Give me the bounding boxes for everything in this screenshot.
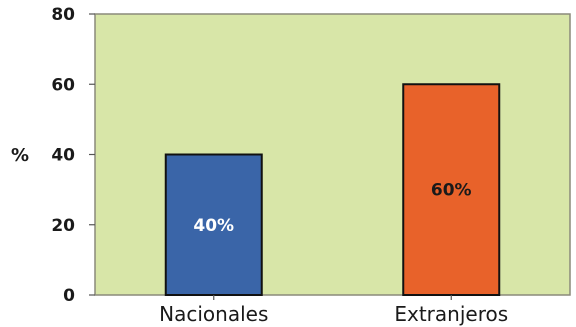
y-axis-label: % — [11, 145, 29, 166]
y-tick-label: 20 — [51, 216, 75, 236]
y-tick-label: 60 — [51, 75, 75, 95]
y-tick-label: 0 — [63, 286, 75, 306]
x-category-label: Extranjeros — [394, 302, 508, 326]
bar-data-label: 40% — [193, 216, 234, 236]
y-tick-label: 40 — [51, 146, 75, 166]
x-category-label: Nacionales — [159, 302, 268, 326]
y-tick-label: 80 — [51, 5, 75, 25]
bar-extranjeros — [402, 83, 501, 296]
bar-data-label: 60% — [431, 181, 472, 201]
